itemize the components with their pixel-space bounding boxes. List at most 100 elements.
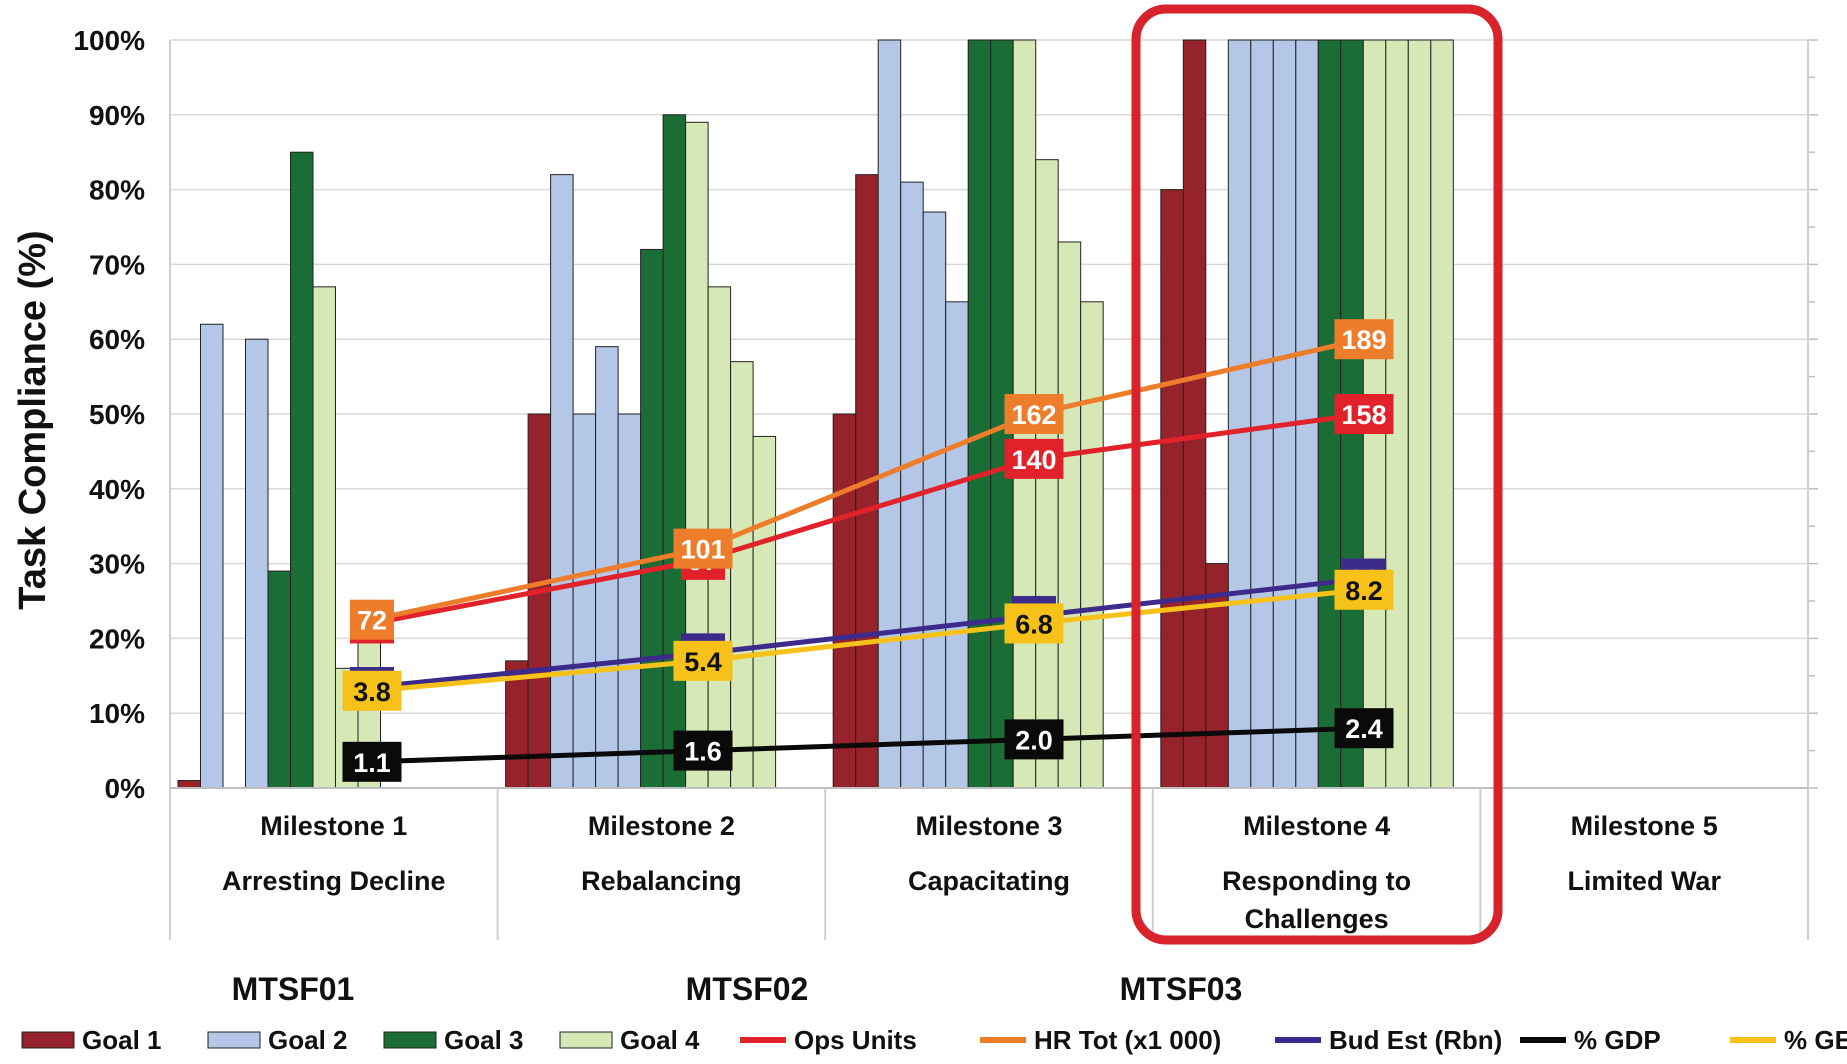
y-tick-label: 60% xyxy=(89,324,145,355)
y-tick-label: 40% xyxy=(89,474,145,505)
data-label-box-gdp xyxy=(1004,719,1064,760)
y-tick-label: 20% xyxy=(89,623,145,654)
bar-goal-4 xyxy=(1057,241,1082,789)
bar-goal-4 xyxy=(685,121,709,789)
bar-goal-4 xyxy=(1407,39,1432,789)
bar-goal-3 xyxy=(267,570,291,789)
data-label-box-gdp xyxy=(673,730,733,771)
milestone-name: Milestone 4 xyxy=(1243,811,1390,841)
data-label-box-gdp xyxy=(1334,708,1394,749)
data-label-ops-units: 140 xyxy=(1011,445,1056,475)
bar-goal-1 xyxy=(1182,39,1207,789)
period-label: MTSF02 xyxy=(686,971,809,1007)
line-ops-units xyxy=(371,411,1365,626)
legend-label: % GE xyxy=(1784,1025,1847,1055)
legend-label: % GDP xyxy=(1574,1025,1661,1055)
data-label-gdp: 2.4 xyxy=(1345,714,1383,744)
bar-goal-1 xyxy=(832,413,857,789)
legend: Goal 1 Goal 2 Goal 3 Goal 4 Ops Units HR Tot … xyxy=(21,1025,1847,1055)
line-bud-est-rbn xyxy=(371,576,1365,690)
bar-goal-4 xyxy=(752,435,777,789)
milestone-labels: Milestone 1 Arresting Decline Milestone 2 R… xyxy=(222,811,1721,934)
bar-goal-2 xyxy=(245,338,269,789)
bar-goal-1 xyxy=(1160,189,1184,789)
y-tick-label: 0% xyxy=(105,773,146,804)
milestone-subtitle: Challenges xyxy=(1245,904,1389,934)
legend-label: Ops Units xyxy=(794,1025,917,1055)
bar-goal-2 xyxy=(945,301,969,789)
bar-goal-4 xyxy=(1430,39,1454,789)
period-label: MTSF01 xyxy=(232,971,355,1007)
milestone-name: Milestone 3 xyxy=(915,811,1062,841)
bar-goal-2 xyxy=(1295,39,1319,789)
y-tick-label: 100% xyxy=(73,25,145,56)
bar-goal-2 xyxy=(1250,39,1274,789)
data-label-gdp: 2.0 xyxy=(1015,725,1053,755)
legend-label: HR Tot (x1 000) xyxy=(1034,1025,1221,1055)
milestone-name: Milestone 1 xyxy=(260,811,407,841)
bar-goal-3 xyxy=(967,39,992,789)
bar-goal-2 xyxy=(1272,39,1297,789)
data-label-box-gdp xyxy=(342,741,402,782)
data-label-box-hr-tot-x1-000 xyxy=(673,528,733,569)
bar-goal-4 xyxy=(730,361,754,789)
period-labels: MTSF01 MTSF02 MTSF03 xyxy=(232,971,1243,1007)
data-label-hr-tot-x1-000: 101 xyxy=(680,535,725,565)
y-tick-label: 70% xyxy=(89,249,145,280)
milestone-subtitle: Responding to xyxy=(1222,866,1411,896)
bar-goal-2 xyxy=(922,211,947,789)
y-tick-label: 80% xyxy=(89,175,145,206)
legend-swatch-goal-4 xyxy=(559,1031,613,1049)
y-tick-label: 90% xyxy=(89,100,145,131)
bar-goal-2 xyxy=(1227,39,1252,789)
milestone-subtitle: Capacitating xyxy=(908,866,1070,896)
milestone-subtitle: Rebalancing xyxy=(581,866,742,896)
bar-goal-3 xyxy=(290,151,314,789)
line-ge xyxy=(371,587,1365,694)
legend-swatch-goal-2 xyxy=(207,1031,261,1049)
bar-goal-2 xyxy=(617,413,642,789)
period-label: MTSF03 xyxy=(1120,971,1243,1007)
bar-goal-2 xyxy=(877,39,902,789)
y-tick-label: 10% xyxy=(89,698,145,729)
line-gdp xyxy=(371,725,1365,765)
milestone-name: Milestone 2 xyxy=(588,811,735,841)
data-label-ge: 5.4 xyxy=(684,647,722,677)
bar-goal-2 xyxy=(200,323,224,789)
line-series-group xyxy=(371,336,1365,765)
line-hr-tot-x1-000 xyxy=(371,336,1365,623)
data-label-box-ge xyxy=(1004,603,1064,644)
data-label-ge: 6.8 xyxy=(1015,609,1053,639)
data-label-box-hr-tot-x1-000 xyxy=(1334,319,1394,360)
bar-goal-1 xyxy=(527,413,552,789)
data-label-box-ops-units xyxy=(1004,438,1064,479)
bar-goal-3 xyxy=(662,114,687,789)
data-label-gdp: 1.1 xyxy=(353,748,391,778)
data-label-hr-tot-x1-000: 189 xyxy=(1341,325,1386,355)
data-label-box-ops-units xyxy=(1334,394,1394,434)
y-axis-title: Task Compliance (%) xyxy=(12,230,54,609)
data-label-hr-tot-x1-000: 162 xyxy=(1011,400,1056,430)
data-label-box-ge xyxy=(673,640,733,681)
legend-label: Bud Est (Rbn) xyxy=(1329,1025,1502,1055)
legend-label: Goal 3 xyxy=(444,1025,523,1055)
bar-goal-1 xyxy=(177,780,201,789)
legend-label: Goal 2 xyxy=(268,1025,347,1055)
legend-label: Goal 4 xyxy=(620,1025,700,1055)
data-label-ge: 8.2 xyxy=(1345,576,1383,606)
axes xyxy=(169,40,1809,940)
data-label-box-ge xyxy=(1334,569,1394,610)
data-label-box-hr-tot-x1-000 xyxy=(350,599,394,640)
bar-goal-4 xyxy=(1080,301,1104,789)
bar-goal-3 xyxy=(640,248,664,789)
bar-goal-2 xyxy=(550,174,574,789)
milestone-name: Milestone 5 xyxy=(1571,811,1718,841)
milestone-4-highlight-box xyxy=(1131,4,1503,945)
data-label-box-ge xyxy=(342,670,402,711)
bar-goal-2 xyxy=(900,181,924,789)
data-label-gdp: 1.6 xyxy=(684,737,722,767)
legend-label: Goal 1 xyxy=(82,1025,161,1055)
data-label-hr-tot-x1-000: 72 xyxy=(357,606,387,636)
data-label-box-hr-tot-x1-000 xyxy=(1004,394,1064,434)
y-tick-label: 30% xyxy=(89,549,145,580)
